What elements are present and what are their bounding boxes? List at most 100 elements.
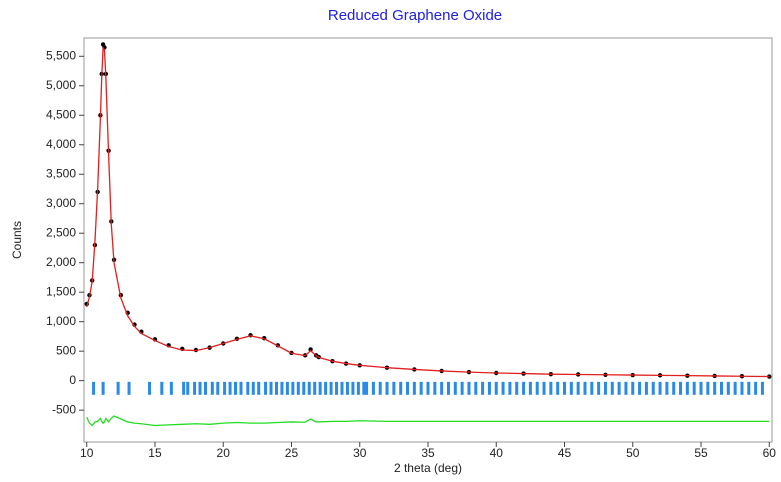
reflection-tick	[362, 381, 366, 395]
plot-frame	[83, 37, 773, 443]
reflection-tick	[291, 381, 295, 395]
reflection-tick	[692, 381, 696, 395]
reflection-tick	[658, 381, 662, 395]
reflection-tick	[419, 381, 423, 395]
reflection-tick	[246, 381, 250, 395]
reflection-tick	[522, 381, 526, 395]
reflection-tick	[754, 381, 758, 395]
reflection-tick	[127, 381, 131, 395]
reflection-tick	[528, 381, 532, 395]
reflection-tick	[665, 381, 669, 395]
reflection-tick	[474, 381, 478, 395]
reflection-tick	[101, 381, 105, 395]
reflection-tick	[487, 381, 491, 395]
reflection-tick	[453, 381, 457, 395]
reflection-tick	[733, 381, 737, 395]
reflection-tick	[740, 381, 744, 395]
reflection-tick	[148, 381, 152, 395]
reflection-tick	[182, 381, 186, 395]
y-tick-label: 3,000	[46, 196, 76, 210]
y-tick-label: 3,500	[46, 166, 76, 180]
y-tick-label: 1,500	[46, 284, 76, 298]
reflection-tick	[223, 381, 227, 395]
y-axis-label: Counts	[10, 221, 24, 259]
reflection-tick	[345, 381, 349, 395]
reflection-tick	[563, 381, 567, 395]
reflection-tick	[351, 381, 355, 395]
y-tick-label: 4,500	[46, 107, 76, 121]
reflection-tick	[234, 381, 238, 395]
reflection-tick	[644, 381, 648, 395]
reflection-tick	[651, 381, 655, 395]
reflection-tick	[624, 381, 628, 395]
reflection-tick	[460, 381, 464, 395]
reflection-tick	[329, 381, 333, 395]
reflection-tick	[638, 381, 642, 395]
reflection-tick	[307, 381, 311, 395]
reflection-tick	[569, 381, 573, 395]
reflection-tick	[590, 381, 594, 395]
calculated-line	[86, 47, 770, 378]
y-tick-label: 4,000	[46, 137, 76, 151]
difference-line	[86, 415, 770, 427]
reflection-tick	[365, 381, 369, 395]
reflection-tick	[719, 381, 723, 395]
reflection-tick	[699, 381, 703, 395]
x-tick-label: 55	[694, 446, 708, 460]
chart-title: Reduced Graphene Oxide	[328, 7, 502, 24]
x-tick-label: 15	[148, 446, 162, 460]
reflection-tick	[556, 381, 560, 395]
reflection-tick	[412, 381, 416, 395]
reflection-tick	[302, 381, 306, 395]
reflection-tick	[515, 381, 519, 395]
reflection-tick	[481, 381, 485, 395]
x-tick-label: 10	[80, 446, 94, 460]
reflection-tick	[251, 381, 255, 395]
reflection-tick	[679, 381, 683, 395]
y-tick-label: -500	[52, 402, 76, 416]
reflection-tick	[280, 381, 284, 395]
reflection-tick	[239, 381, 243, 395]
y-tick-label: 0	[69, 373, 76, 387]
reflection-tick	[392, 381, 396, 395]
reflection-tick	[318, 381, 322, 395]
x-tick-label: 40	[490, 446, 504, 460]
y-tick-label: 5,500	[46, 48, 76, 62]
reflection-tick	[726, 381, 730, 395]
reflection-tick	[186, 381, 190, 395]
reflection-tick	[285, 381, 289, 395]
reflection-tick	[685, 381, 689, 395]
reflection-tick	[576, 381, 580, 395]
reflection-tick	[356, 381, 360, 395]
reflection-tick	[274, 381, 278, 395]
reflection-tick	[494, 381, 498, 395]
reflection-tick	[583, 381, 587, 395]
y-tick-label: 500	[56, 343, 76, 357]
reflection-tick	[549, 381, 553, 395]
reflection-tick	[747, 381, 751, 395]
reflection-tick	[406, 381, 410, 395]
reflection-tick	[335, 381, 339, 395]
reflection-tick	[440, 381, 444, 395]
x-tick-label: 20	[217, 446, 231, 460]
reflection-tick	[257, 381, 261, 395]
reflection-tick	[501, 381, 505, 395]
reflection-tick	[228, 381, 232, 395]
reflection-tick	[631, 381, 635, 395]
reflection-tick	[169, 381, 173, 395]
reflection-tick	[542, 381, 546, 395]
reflection-tick	[535, 381, 539, 395]
reflection-tick	[264, 381, 268, 395]
reflection-tick	[617, 381, 621, 395]
reflection-tick	[160, 381, 164, 395]
reflection-tick	[433, 381, 437, 395]
reflection-tick	[193, 381, 197, 395]
reflection-tick	[760, 381, 764, 395]
x-axis-label: 2 theta (deg)	[394, 461, 462, 475]
reflection-tick	[269, 381, 273, 395]
x-tick-label: 50	[626, 446, 640, 460]
reflection-tick	[706, 381, 710, 395]
reflection-tick	[203, 381, 207, 395]
reflection-tick	[371, 381, 375, 395]
y-tick-label: 2,000	[46, 255, 76, 269]
